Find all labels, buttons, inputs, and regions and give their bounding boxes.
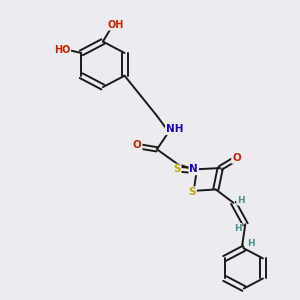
Text: N: N bbox=[189, 164, 198, 174]
Text: H: H bbox=[247, 238, 254, 247]
Text: NH: NH bbox=[166, 124, 183, 134]
Text: OH: OH bbox=[107, 20, 123, 30]
Text: H: H bbox=[234, 224, 242, 233]
Text: O: O bbox=[232, 153, 241, 163]
Text: HO: HO bbox=[54, 45, 70, 55]
Text: S: S bbox=[173, 164, 181, 174]
Text: S: S bbox=[188, 187, 196, 197]
Text: H: H bbox=[237, 196, 245, 205]
Text: O: O bbox=[133, 140, 142, 150]
